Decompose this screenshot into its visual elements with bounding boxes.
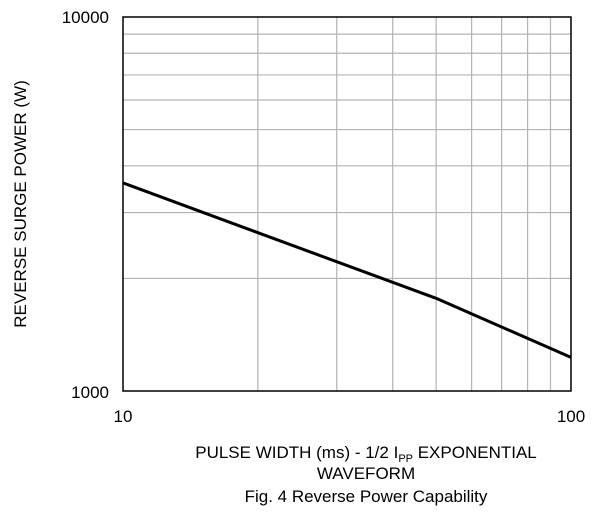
series-group <box>122 181 572 359</box>
x-tick-label-10: 10 <box>114 407 133 426</box>
x-axis-label-line1: PULSE WIDTH (ms) - 1/2 IPP EXPONENTIAL <box>195 443 537 465</box>
plot-frame <box>122 16 572 392</box>
series-line-1 <box>122 181 572 359</box>
x-axis-label-line2: WAVEFORM <box>317 464 415 483</box>
figure-caption: Fig. 4 Reverse Power Capability <box>245 487 488 506</box>
x-axis-label-subscript: PP <box>398 453 413 465</box>
y-axis-label: REVERSE SURGE POWER (W) <box>11 80 30 327</box>
y-tick-label-1000: 1000 <box>71 383 109 402</box>
x-tick-label-100: 100 <box>557 407 585 426</box>
x-axis-label-rest: EXPONENTIAL <box>413 443 537 462</box>
x-axis-label-main: PULSE WIDTH (ms) - 1/2 I <box>195 443 398 462</box>
y-tick-label-10000: 10000 <box>62 8 109 27</box>
grid-lines <box>123 17 571 391</box>
